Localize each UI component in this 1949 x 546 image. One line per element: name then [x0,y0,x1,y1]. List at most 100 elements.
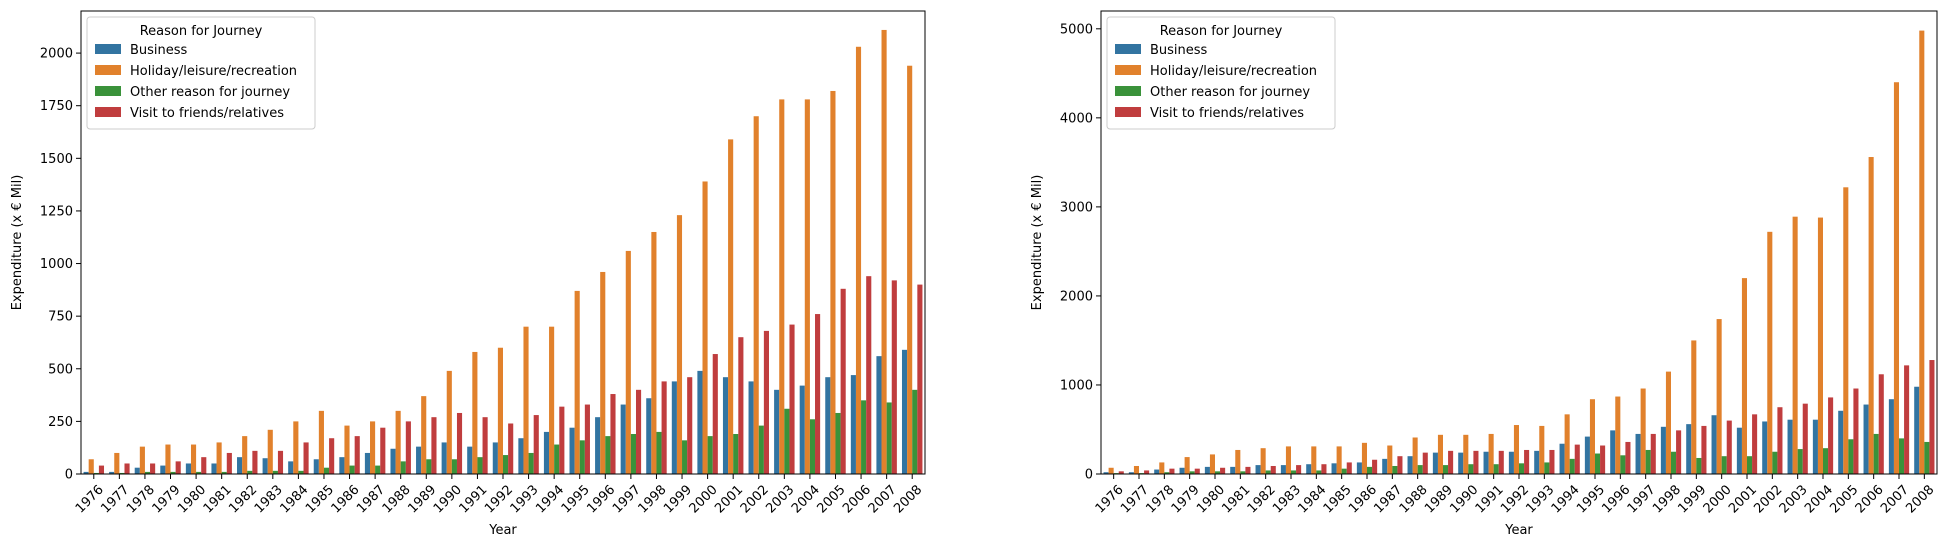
bar [1448,450,1454,474]
bar [83,471,89,474]
bar [651,231,657,474]
series-other-reason-for-journey [1113,433,1930,474]
bar [1660,426,1666,474]
bar [139,446,145,474]
bar [1179,467,1185,474]
bar [1863,404,1869,474]
bar [1600,445,1606,474]
legend-entry: Business [1150,43,1208,58]
bar [809,419,816,474]
bar [467,446,473,474]
bar [1209,454,1215,474]
series-holiday-leisure-recreation [88,29,913,474]
bar [518,438,524,474]
x-tick-label: 1996 [1599,482,1633,516]
x-tick-label: 1998 [1650,482,1684,516]
bar [1797,449,1803,474]
bar [1589,399,1595,474]
bar [569,427,575,474]
bar [1625,441,1631,474]
bar [1741,278,1747,474]
bar [1270,465,1276,474]
x-tick-label: 1985 [303,482,337,516]
bar [1128,472,1134,474]
bar [1564,414,1570,474]
bar [1686,424,1692,474]
bar [861,400,867,474]
x-tick-label: 1976 [73,482,107,516]
bar [1873,433,1879,474]
bar [456,412,463,474]
bar [630,434,636,474]
x-tick-label: 1979 [150,482,184,516]
chart-panel-2: 0100020003000400050001976197719781979198… [1030,10,1938,538]
bar [1676,430,1682,474]
bar [1929,360,1935,474]
legend-title: Reason for Journey [140,24,263,39]
x-tick-label: 1996 [584,482,618,516]
bar [661,381,667,474]
bar [1235,449,1241,474]
x-tick-label: 2000 [687,482,721,516]
bar [523,326,529,474]
bar [1665,371,1671,474]
bar [160,465,166,474]
bar [1118,471,1124,474]
bar [318,410,324,474]
bar [635,389,642,474]
x-tick-label: 1989 [405,482,439,516]
bar [1367,466,1373,474]
x-tick-label: 1977 [98,482,132,516]
x-tick-label: 2002 [738,482,772,516]
legend-swatch [1115,44,1141,54]
bar [1397,456,1403,474]
bar [1539,425,1545,474]
x-tick-label: 1988 [1397,482,1431,516]
x-tick-label: 1995 [1574,482,1608,516]
bar [446,370,452,474]
bar [1159,462,1165,474]
x-tick-label: 1984 [1295,482,1329,516]
bar [185,463,191,474]
bar [1220,467,1226,474]
bar [533,415,539,474]
bar [329,438,335,474]
bar [758,425,764,474]
x-tick-label: 1978 [1143,482,1177,516]
bar [508,423,514,474]
bar [1483,451,1489,474]
bar [712,354,718,474]
x-tick-label: 1986 [329,482,363,516]
bar [267,429,273,474]
y-axis-label: Expenditure (x € Mil) [10,175,25,311]
x-tick-label: 2008 [1903,482,1937,516]
y-tick-label: 750 [48,310,73,325]
bar [1154,469,1160,474]
x-tick-label: 1981 [1219,482,1253,516]
bar [886,402,892,474]
bar [830,90,836,474]
bar [303,442,309,474]
chart-panel-1: 0250500750100012501500175020001976197719… [10,10,926,538]
x-tick-label: 2006 [1853,482,1887,516]
bar [390,448,396,474]
x-tick-label: 2004 [789,482,823,516]
y-tick-label: 2000 [40,47,73,62]
legend-swatch [95,65,121,75]
bar [1361,442,1367,474]
bar [252,450,258,474]
series-visit-to-friends-relatives [1118,360,1935,474]
bar [1488,433,1494,474]
x-tick-label: 1983 [252,482,286,516]
bar [1736,427,1742,474]
x-tick-label: 1982 [1245,482,1279,516]
bar [349,465,355,474]
x-tick-label: 1994 [533,482,567,516]
y-tick-label: 1500 [40,152,73,167]
bar [237,457,243,474]
bar [1787,419,1793,474]
bar [150,463,156,474]
bar [656,431,662,474]
bar [1204,466,1210,474]
bar [733,434,739,474]
